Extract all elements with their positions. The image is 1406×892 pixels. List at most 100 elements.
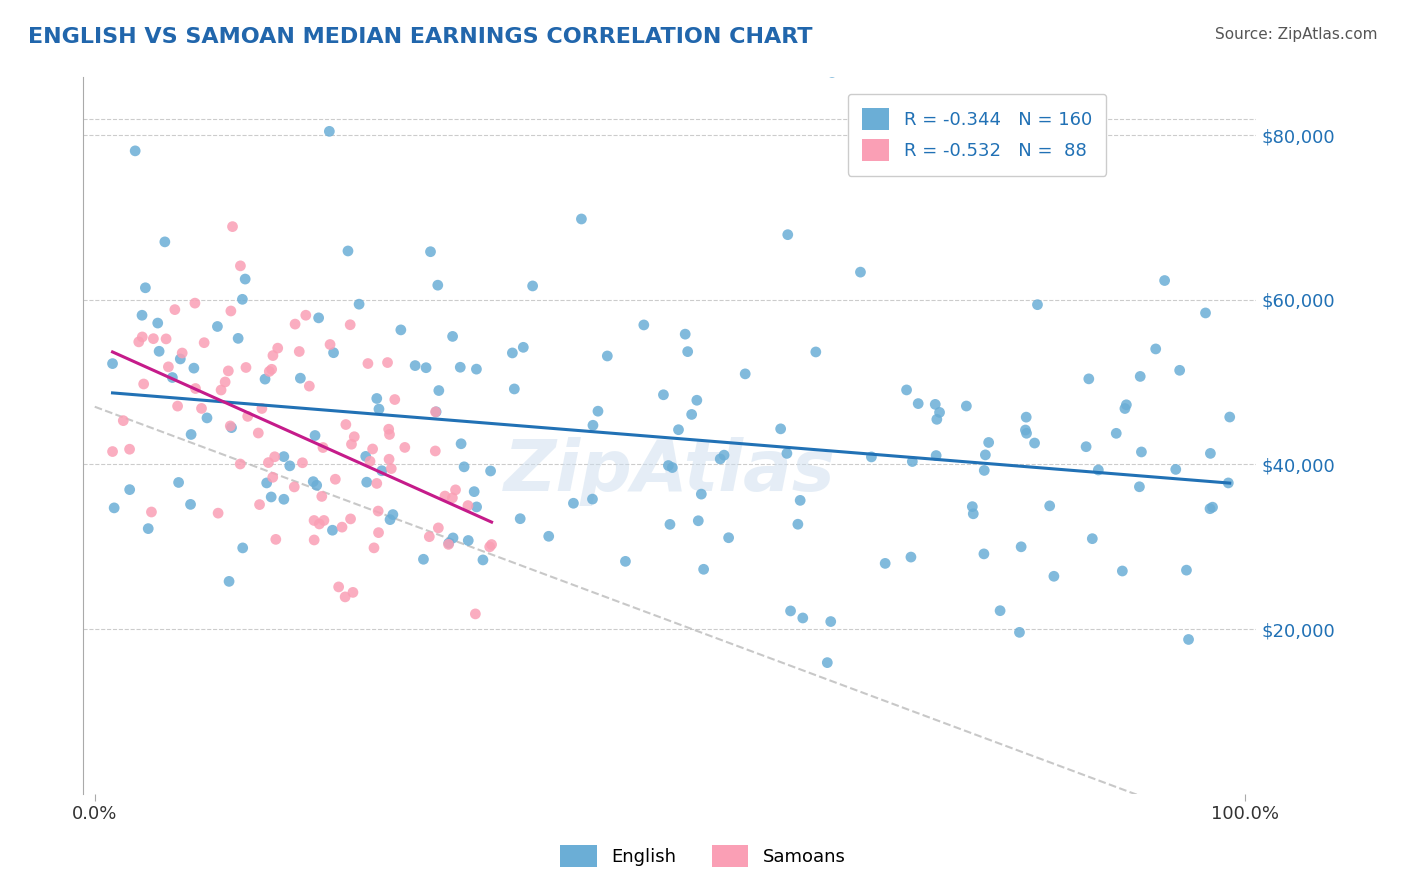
English (512, 340, 534, 354)
Samoans (441, 491, 464, 505)
English (1201, 500, 1223, 515)
English (167, 475, 190, 490)
Samoans (357, 357, 380, 371)
English (1077, 372, 1099, 386)
English (988, 604, 1011, 618)
Samoans (377, 422, 399, 436)
Samoans (311, 490, 333, 504)
English (437, 536, 460, 550)
English (1024, 436, 1046, 450)
English (290, 371, 312, 385)
Samoans (247, 425, 270, 440)
English (900, 550, 922, 565)
Samoans (184, 296, 207, 310)
English (207, 319, 229, 334)
Samoans (340, 437, 363, 451)
English (713, 448, 735, 462)
English (368, 402, 391, 417)
English (974, 448, 997, 462)
Samoans (464, 607, 486, 621)
Legend: R = -0.344   N = 160, R = -0.532   N =  88: R = -0.344 N = 160, R = -0.532 N = 88 (848, 94, 1107, 176)
Samoans (257, 456, 280, 470)
English (681, 408, 703, 422)
Samoans (339, 512, 361, 526)
English (347, 297, 370, 311)
English (596, 349, 619, 363)
Samoans (142, 332, 165, 346)
English (273, 450, 295, 464)
English (1219, 410, 1241, 425)
English (804, 345, 827, 359)
English (1015, 426, 1038, 441)
English (479, 464, 502, 478)
Samoans (359, 454, 381, 468)
Samoans (478, 540, 501, 554)
English (1015, 410, 1038, 425)
English (901, 454, 924, 468)
Samoans (367, 504, 389, 518)
Samoans (330, 520, 353, 534)
English (676, 344, 699, 359)
English (389, 323, 412, 337)
Samoans (433, 489, 456, 503)
Samoans (361, 442, 384, 456)
English (1153, 273, 1175, 287)
Samoans (342, 585, 364, 599)
English (221, 420, 243, 434)
Samoans (262, 470, 284, 484)
English (962, 507, 984, 521)
English (232, 541, 254, 555)
English (304, 428, 326, 442)
English (146, 316, 169, 330)
English (1115, 398, 1137, 412)
English (1199, 501, 1222, 516)
Samoans (128, 334, 150, 349)
English (907, 396, 929, 410)
English (153, 235, 176, 249)
Samoans (302, 533, 325, 547)
Samoans (214, 375, 236, 389)
Samoans (263, 450, 285, 464)
Samoans (221, 219, 243, 234)
English (1218, 475, 1240, 490)
English (450, 436, 472, 450)
Samoans (157, 359, 180, 374)
Samoans (425, 444, 447, 458)
English (278, 458, 301, 473)
English (614, 554, 637, 568)
English (501, 346, 523, 360)
Samoans (302, 514, 325, 528)
English (925, 412, 948, 426)
English (226, 331, 249, 345)
Samoans (163, 302, 186, 317)
Samoans (481, 537, 503, 551)
Samoans (155, 332, 177, 346)
Samoans (217, 364, 239, 378)
Samoans (267, 341, 290, 355)
Samoans (333, 590, 356, 604)
Samoans (427, 521, 450, 535)
English (928, 405, 950, 419)
English (688, 514, 710, 528)
English (378, 513, 401, 527)
English (896, 383, 918, 397)
Samoans (229, 457, 252, 471)
English (465, 500, 488, 514)
English (820, 615, 842, 629)
Samoans (319, 337, 342, 351)
English (463, 484, 485, 499)
English (786, 517, 808, 532)
English (124, 144, 146, 158)
English (571, 211, 593, 226)
English (955, 399, 977, 413)
English (875, 557, 897, 571)
English (441, 531, 464, 545)
English (821, 65, 844, 79)
English (690, 487, 713, 501)
English (131, 308, 153, 322)
English (404, 359, 426, 373)
Text: ENGLISH VS SAMOAN MEDIAN EARNINGS CORRELATION CHART: ENGLISH VS SAMOAN MEDIAN EARNINGS CORREL… (28, 27, 813, 46)
English (1105, 426, 1128, 441)
English (465, 362, 488, 376)
English (103, 500, 125, 515)
